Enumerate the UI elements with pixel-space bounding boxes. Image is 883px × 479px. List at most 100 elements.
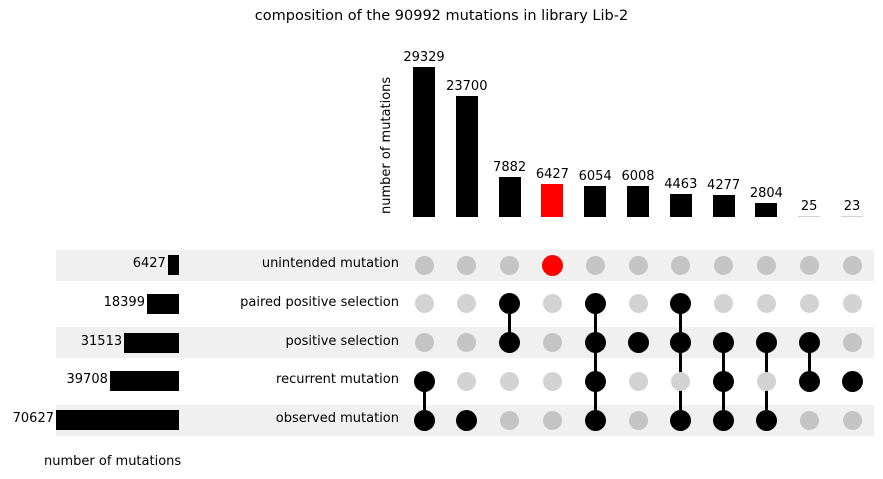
membership-dot-inactive	[628, 255, 648, 275]
membership-dot-active	[499, 332, 521, 353]
membership-dot-inactive	[500, 255, 520, 275]
membership-dot-inactive	[756, 255, 776, 275]
intersection-bar-value: 6054	[578, 169, 612, 185]
set-size-bar	[167, 255, 179, 275]
membership-dot-inactive	[842, 333, 862, 352]
set-name-label: recurrent mutation	[276, 372, 399, 388]
intersection-bar-value: 7882	[493, 159, 527, 175]
intersection-bar-value: 2804	[749, 185, 783, 201]
intersection-bar-value: 25	[800, 199, 818, 214]
membership-dot-active	[584, 370, 606, 392]
membership-connector	[807, 342, 811, 382]
membership-dot-inactive	[756, 294, 776, 314]
membership-dot-active	[713, 409, 735, 431]
intersection-bar-value: 6008	[621, 169, 655, 185]
set-size-value: 6427	[132, 256, 166, 271]
intersection-bar-value: 4463	[664, 177, 698, 193]
membership-dot-active	[670, 409, 692, 431]
membership-dot-inactive	[628, 294, 648, 314]
membership-dot-active	[413, 370, 435, 392]
membership-dot-inactive	[414, 255, 434, 275]
intersection-bar	[413, 67, 435, 217]
set-size-value: 31513	[80, 333, 123, 349]
intersection-bar	[669, 194, 692, 217]
intersection-bar	[584, 186, 607, 217]
membership-dot-inactive	[628, 371, 648, 391]
membership-dot-active	[670, 293, 692, 315]
chart-title: composition of the 90992 mutations in li…	[254, 8, 629, 24]
set-size-bar	[146, 293, 179, 314]
membership-dot-inactive	[842, 294, 862, 314]
membership-dot-inactive	[542, 410, 562, 430]
membership-dot-active	[584, 332, 606, 353]
membership-dot-active	[584, 409, 606, 431]
membership-dot-inactive	[756, 371, 776, 391]
membership-dot-inactive	[799, 410, 819, 430]
membership-dot-inactive	[500, 371, 520, 391]
membership-dot-active	[413, 409, 435, 431]
membership-dot-inactive	[542, 294, 562, 314]
intersection-bar	[455, 95, 478, 217]
set-size-value: 18399	[103, 294, 145, 310]
set-name-label: positive selection	[285, 333, 399, 349]
membership-dot-inactive	[799, 255, 819, 275]
membership-dot-active	[755, 332, 777, 353]
membership-dot-inactive	[628, 410, 648, 430]
membership-dot-active	[841, 370, 863, 392]
intersection-bar	[498, 176, 521, 217]
membership-dot-active	[798, 370, 820, 392]
intersection-bar-value: 23	[843, 199, 861, 214]
intersection-bar	[841, 216, 863, 217]
membership-dot-inactive	[457, 371, 477, 391]
membership-dot-active	[713, 332, 735, 353]
intersection-bar-value: 4277	[707, 178, 741, 194]
membership-dot-active	[584, 293, 606, 315]
intersection-bar-value: 23700	[446, 78, 488, 94]
intersection-y-axis-label: number of mutations	[379, 76, 394, 214]
membership-dot-inactive	[457, 255, 477, 275]
intersection-bar	[712, 195, 735, 217]
set-size-bar	[109, 371, 179, 392]
membership-dot-inactive	[714, 294, 734, 314]
membership-dot-active	[798, 332, 820, 353]
membership-dot-inactive	[842, 255, 862, 275]
intersection-bar	[541, 184, 564, 217]
membership-connector	[422, 381, 426, 420]
membership-connector	[593, 303, 597, 420]
set-size-value: 39708	[66, 372, 108, 388]
membership-dot-inactive	[457, 294, 477, 314]
membership-dot-inactive	[671, 255, 691, 275]
membership-dot-inactive	[542, 371, 562, 391]
membership-dot-active	[541, 254, 563, 276]
membership-dot-active	[755, 409, 777, 431]
set-name-label: unintended mutation	[261, 256, 399, 271]
membership-dot-inactive	[671, 371, 691, 391]
membership-dot-inactive	[414, 294, 434, 314]
set-size-bar	[124, 332, 179, 353]
intersection-bar	[755, 202, 778, 217]
set-name-label: paired positive selection	[240, 294, 399, 310]
set-size-x-axis-label: number of mutations	[44, 454, 182, 469]
membership-dot-inactive	[714, 255, 734, 275]
membership-dot-active	[713, 370, 735, 392]
membership-dot-inactive	[414, 333, 434, 352]
set-name-label: observed mutation	[275, 411, 399, 426]
membership-dot-inactive	[799, 294, 819, 314]
membership-dot-active	[627, 332, 649, 353]
membership-dot-active	[670, 332, 692, 353]
set-size-bar	[56, 410, 179, 430]
membership-dot-inactive	[457, 333, 477, 352]
intersection-bar	[798, 216, 821, 217]
membership-dot-inactive	[585, 255, 605, 275]
membership-dot-active	[499, 293, 521, 315]
set-size-value: 70627	[12, 411, 54, 426]
membership-dot-inactive	[542, 333, 562, 352]
intersection-bar-value: 6427	[535, 167, 569, 183]
membership-connector	[679, 303, 683, 420]
membership-connector	[508, 303, 512, 343]
membership-dot-active	[456, 409, 478, 431]
membership-dot-inactive	[842, 410, 862, 430]
membership-dot-inactive	[500, 410, 520, 430]
intersection-bar-value: 29329	[403, 50, 445, 65]
